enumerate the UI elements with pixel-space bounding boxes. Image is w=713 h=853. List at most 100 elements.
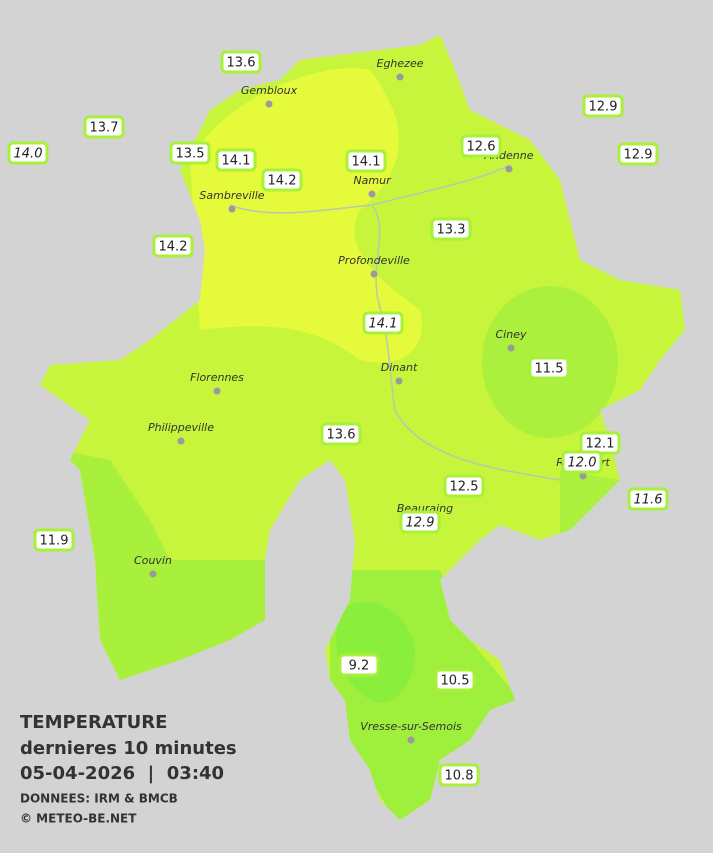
station-box — [362, 311, 404, 335]
station-box — [430, 217, 472, 241]
station: 14.2 — [261, 168, 303, 192]
city-label: Namur — [353, 174, 392, 187]
station-box — [33, 528, 75, 552]
station: 12.6 — [460, 134, 502, 158]
station: 12.9 — [399, 510, 441, 534]
city-dot — [507, 344, 515, 352]
station-value: 12.6 — [467, 140, 496, 155]
station: 14.1 — [362, 311, 404, 335]
station: 13.3 — [430, 217, 472, 241]
station-box — [460, 134, 502, 158]
station: 11.5 — [528, 356, 570, 380]
station-value: 10.8 — [445, 769, 474, 784]
city-dot — [579, 472, 587, 480]
city-dot — [368, 190, 376, 198]
station-box — [83, 115, 125, 139]
city-label: Profondeville — [338, 254, 410, 267]
station-value: 9.2 — [349, 659, 370, 674]
station-value: 14.1 — [222, 154, 251, 169]
city-label: Couvin — [134, 554, 172, 567]
city-dot — [505, 165, 513, 173]
station-box — [320, 422, 362, 446]
station-value: 10.5 — [441, 674, 470, 689]
station-value: 12.9 — [589, 100, 618, 115]
station-box — [399, 510, 441, 534]
station: 13.7 — [83, 115, 125, 139]
station-box — [443, 474, 485, 498]
city-dot — [228, 205, 236, 213]
station-box — [169, 141, 211, 165]
station: 12.5 — [443, 474, 485, 498]
legend-datetime: 05-04-2026 | 03:40 — [20, 763, 224, 784]
station-box — [152, 234, 194, 258]
station-value: 11.5 — [535, 362, 564, 377]
station-box — [617, 142, 659, 166]
station-box — [627, 487, 669, 511]
city-dot — [370, 270, 378, 278]
station: 14.0 — [7, 141, 49, 165]
city-dot — [177, 437, 185, 445]
station: 12.9 — [582, 94, 624, 118]
city-dot — [149, 570, 157, 578]
city-label: Vresse-sur-Semois — [360, 720, 462, 733]
city-label: Eghezee — [377, 57, 424, 70]
city-label: Florennes — [190, 371, 244, 384]
station: 13.5 — [169, 141, 211, 165]
city-dot — [213, 387, 221, 395]
station-value: 13.3 — [437, 223, 466, 238]
station-box — [345, 149, 387, 173]
station-value: 12.0 — [568, 456, 597, 471]
station-box — [7, 141, 49, 165]
station-value: 12.9 — [406, 516, 435, 531]
city-label: Gembloux — [241, 84, 298, 97]
station-box — [220, 50, 262, 74]
station-value: 11.6 — [634, 493, 663, 508]
city-label: Sambreville — [199, 189, 264, 202]
station-value: 14.2 — [159, 240, 188, 255]
legend-source: DONNEES: IRM & BMCB — [20, 792, 178, 806]
station-value: 12.9 — [624, 148, 653, 163]
city-dot — [407, 736, 415, 744]
station-value: 12.5 — [450, 480, 479, 495]
station-value: 14.0 — [14, 147, 43, 162]
station-value: 13.6 — [227, 56, 256, 71]
station-value: 14.1 — [352, 155, 381, 170]
legend-title: TEMPERATURE — [20, 712, 167, 733]
city-dot — [265, 100, 273, 108]
station: 12.9 — [617, 142, 659, 166]
station-value: 13.5 — [176, 147, 205, 162]
city-label: Philippeville — [148, 421, 214, 434]
station: 14.1 — [345, 149, 387, 173]
city-label: Ciney — [496, 328, 527, 341]
station: 11.6 — [627, 487, 669, 511]
legend-copyright: © METEO-BE.NET — [20, 812, 137, 826]
station: 11.9 — [33, 528, 75, 552]
city-dot — [396, 73, 404, 81]
station-box — [582, 94, 624, 118]
station-value: 14.2 — [268, 174, 297, 189]
legend-subtitle: dernieres 10 minutes — [20, 738, 237, 759]
station-box — [438, 763, 480, 787]
station: 14.1 — [215, 148, 257, 172]
city-label: Dinant — [381, 361, 418, 374]
city-dot — [395, 377, 403, 385]
station: 9.2 — [338, 653, 380, 677]
station-box — [434, 668, 476, 692]
station-box — [338, 653, 380, 677]
station-value: 12.1 — [586, 437, 615, 452]
station-box — [261, 168, 303, 192]
station-value: 14.1 — [369, 317, 398, 332]
station-box — [528, 356, 570, 380]
station: 13.6 — [220, 50, 262, 74]
station-value: 13.6 — [327, 428, 356, 443]
station: 12.1 — [579, 431, 621, 455]
station: 13.6 — [320, 422, 362, 446]
station-box — [561, 450, 603, 474]
station-value: 13.7 — [90, 121, 119, 136]
station: 14.2 — [152, 234, 194, 258]
station: 10.8 — [438, 763, 480, 787]
station: 10.5 — [434, 668, 476, 692]
station-value: 11.9 — [40, 534, 69, 549]
